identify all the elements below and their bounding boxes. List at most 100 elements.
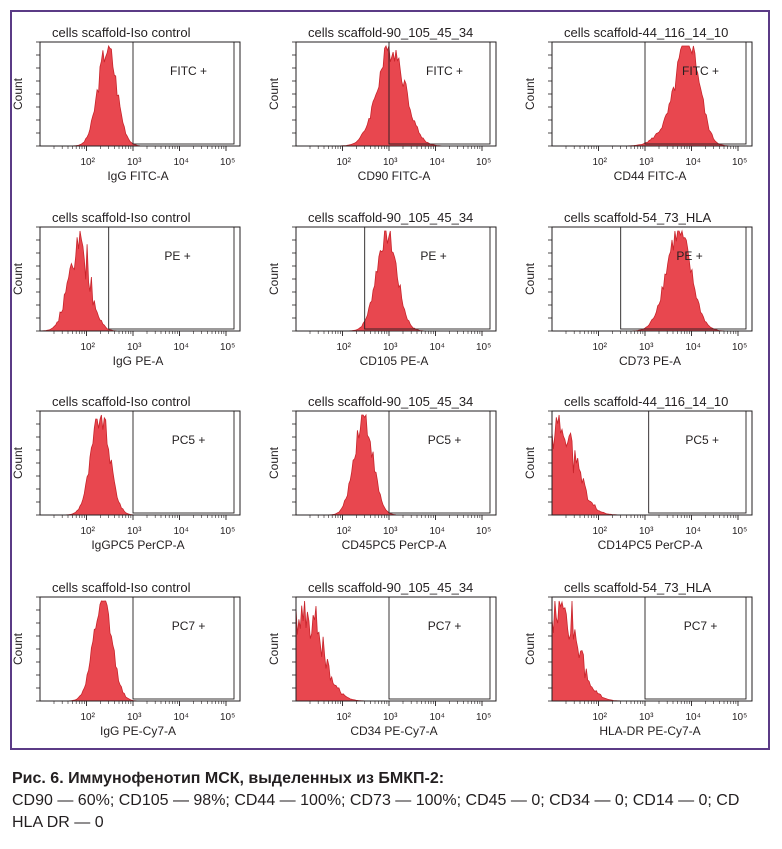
gate-box [108,226,235,330]
panel-title: cells scaffold-90_105_45_34 [308,25,473,40]
gate-box [364,226,491,330]
y-axis-label: Count [523,446,537,479]
caption-title: Рис. 6. Иммунофенотип МСК, выделенных из… [12,770,445,787]
gate-box [132,410,235,514]
x-tick-label: 10⁵ [220,712,235,723]
x-tick-label: 10⁴ [174,712,189,723]
x-axis-label: CD45PC5 PerCP-A [342,538,447,552]
x-tick-label: 10³ [127,526,142,537]
histogram-curve [552,600,752,701]
x-tick-label: 10⁵ [732,712,747,723]
gate-label: FITC + [170,64,207,78]
x-tick-label: 10² [81,342,96,353]
histogram-panel-7: cells scaffold-Iso control Count PC5 + 10² 1… [11,394,241,552]
x-axis-label: HLA-DR PE-Cy7-A [599,724,700,738]
x-tick-label: 10³ [127,342,142,353]
y-axis-label: Count [267,262,281,295]
y-axis-label: Count [11,262,25,295]
histogram-panel-1: cells scaffold-Iso control Count FITC + 10²… [11,25,241,183]
x-tick-label: 10³ [639,712,654,723]
histogram-grid: cells scaffold-Iso control Count FITC + 10²… [11,25,753,738]
y-axis-label: Count [11,632,25,665]
x-axis-label: CD44 FITC-A [614,169,687,183]
gate-box [648,410,747,514]
x-tick-label: 10³ [639,157,654,168]
x-axis-label: CD105 PE-A [360,354,429,368]
x-tick-label: 10⁵ [732,526,747,537]
gate-label: PC7 + [428,619,462,633]
gate-box [644,596,747,700]
x-tick-label: 10⁴ [686,157,701,168]
histogram-curve [40,44,240,146]
x-tick-label: 10⁵ [732,157,747,168]
x-tick-label: 10⁵ [476,712,491,723]
y-axis-label: Count [267,632,281,665]
gate-box [620,226,747,330]
x-tick-label: 10² [593,342,608,353]
x-axis-label: CD14PC5 PerCP-A [598,538,703,552]
gate-box [132,41,235,145]
gate-label: PE + [676,249,702,263]
y-axis-label: Count [11,77,25,110]
x-tick-label: 10³ [383,157,398,168]
x-tick-label: 10³ [127,712,142,723]
x-tick-label: 10⁴ [686,526,701,537]
gate-label: FITC + [426,64,463,78]
panel-title: cells scaffold-Iso control [52,580,191,595]
histogram-curve [296,45,496,146]
x-axis-label: CD34 PE-Cy7-A [350,724,437,738]
x-axis-label: CD73 PE-A [619,354,681,368]
x-tick-label: 10² [81,157,96,168]
gate-label: PC7 + [684,619,718,633]
gate-box [132,596,235,700]
panel-title: cells scaffold-44_116_14_10 [564,394,728,409]
x-tick-label: 10³ [383,526,398,537]
histogram-panel-2: cells scaffold-90_105_45_34 Count FITC + 10… [267,25,497,183]
x-axis-label: IgGPC5 PerCP-A [91,538,184,552]
histogram-panel-12: cells scaffold-54_73_HLA Count PC7 + 10² 10³… [523,580,753,738]
gate-label: PE + [164,249,190,263]
x-tick-label: 10⁴ [686,342,701,353]
gate-box [644,41,747,145]
histogram-panel-9: cells scaffold-44_116_14_10 Count PC5 + 10²… [523,394,753,552]
x-axis-label: IgG PE-A [113,354,164,368]
x-tick-label: 10² [593,526,608,537]
x-axis-label: CD90 FITC-A [358,169,431,183]
x-tick-label: 10⁵ [732,342,747,353]
panel-title: cells scaffold-44_116_14_10 [564,25,728,40]
y-axis-label: Count [11,446,25,479]
gate-label: PC7 + [172,619,206,633]
x-tick-label: 10² [337,157,352,168]
histogram-panel-10: cells scaffold-Iso control Count PC7 + 10² 1… [11,580,241,738]
plot-frame [39,410,241,516]
x-tick-label: 10³ [639,526,654,537]
plot-frame [551,41,753,147]
x-tick-label: 10² [81,526,96,537]
y-axis-label: Count [523,262,537,295]
histogram-panel-3: cells scaffold-44_116_14_10 Count FITC + 10… [523,25,753,183]
x-tick-label: 10³ [639,342,654,353]
plot-frame [295,410,497,516]
histogram-panel-5: cells scaffold-90_105_45_34 Count PE + 10² 1… [267,210,497,368]
x-tick-label: 10³ [383,342,398,353]
y-axis-label: Count [267,446,281,479]
x-tick-label: 10⁴ [686,712,701,723]
x-tick-label: 10⁵ [220,342,235,353]
x-tick-label: 10² [593,157,608,168]
histogram-panel-11: cells scaffold-90_105_45_34 Count PC7 + 10²… [267,580,497,738]
gate-box [388,410,491,514]
panel-title: cells scaffold-54_73_HLA [564,580,712,595]
x-tick-label: 10² [337,526,352,537]
histogram-panel-8: cells scaffold-90_105_45_34 Count PC5 + 10²… [267,394,497,552]
x-axis-label: IgG FITC-A [107,169,168,183]
figure-caption: Рис. 6. Иммунофенотип МСК, выделенных из… [12,768,774,834]
panel-title: cells scaffold-90_105_45_34 [308,210,473,225]
histogram-panel-6: cells scaffold-54_73_HLA Count PE + 10² 10³ 1… [523,210,753,368]
histogram-panel-4: cells scaffold-Iso control Count PE + 10² 10… [11,210,241,368]
gate-label: PC5 + [172,433,206,447]
gate-label: PC5 + [428,433,462,447]
panel-title: cells scaffold-54_73_HLA [564,210,712,225]
x-tick-label: 10³ [383,712,398,723]
x-tick-label: 10⁴ [430,712,445,723]
panel-title: cells scaffold-Iso control [52,25,191,40]
